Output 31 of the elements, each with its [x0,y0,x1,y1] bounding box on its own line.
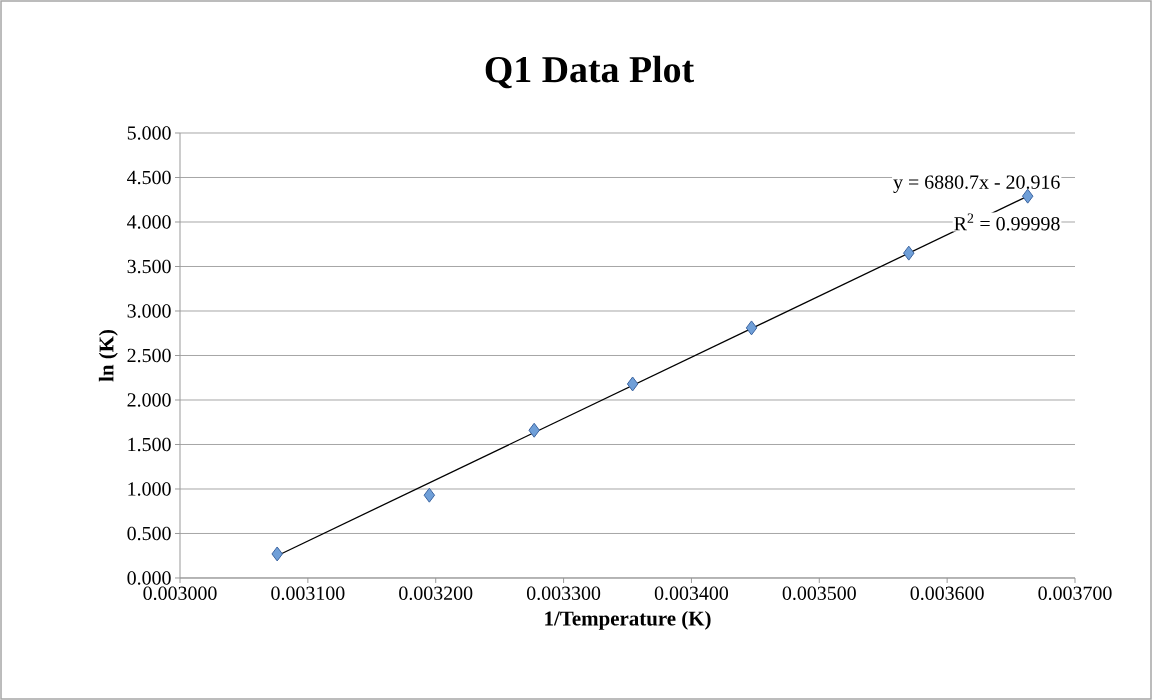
x-tick-label: 0.003700 [1038,586,1112,601]
y-tick-label: 5.000 [127,126,171,140]
point [423,487,436,503]
x-tick-label: 0.003300 [526,586,601,601]
annotation: R$^{2}$ = 0.99998 [954,213,1060,231]
y-tick-label: 4.000 [127,215,171,229]
y-axis-title: ln (K) [98,329,118,382]
y-tick-label: 3.500 [127,259,171,274]
x-tick-label: 0.003200 [399,586,473,601]
y-tick-label: 1.000 [128,482,171,496]
point [1021,188,1034,204]
x-tick-label: 0.003600 [910,586,984,601]
point [528,422,540,438]
x-tick-label: 0.003000 [143,586,217,601]
y-tick-label: 3.000 [127,304,171,318]
y-tick-label: 0.500 [127,526,171,541]
point [903,245,915,261]
annotation: y = 6880.7x - 20.916 [893,175,1060,193]
x-axis-title: 1/Temperature (K) [545,610,711,630]
y-tick-label: 2.000 [127,393,171,407]
x-tick-label: 0.003400 [654,586,729,601]
point [271,546,283,562]
y-tick-label: 2.500 [127,348,171,363]
point [626,376,639,392]
chart-title: Q1 Data Plot [485,55,694,89]
x-tick-label: 0.003100 [271,586,345,601]
point [745,320,758,336]
x-tick-label: 0.003500 [782,586,856,601]
y-tick-label: 1.500 [128,437,171,452]
y-tick-label: 0.000 [127,571,171,585]
y-tick-label: 4.500 [127,170,171,185]
